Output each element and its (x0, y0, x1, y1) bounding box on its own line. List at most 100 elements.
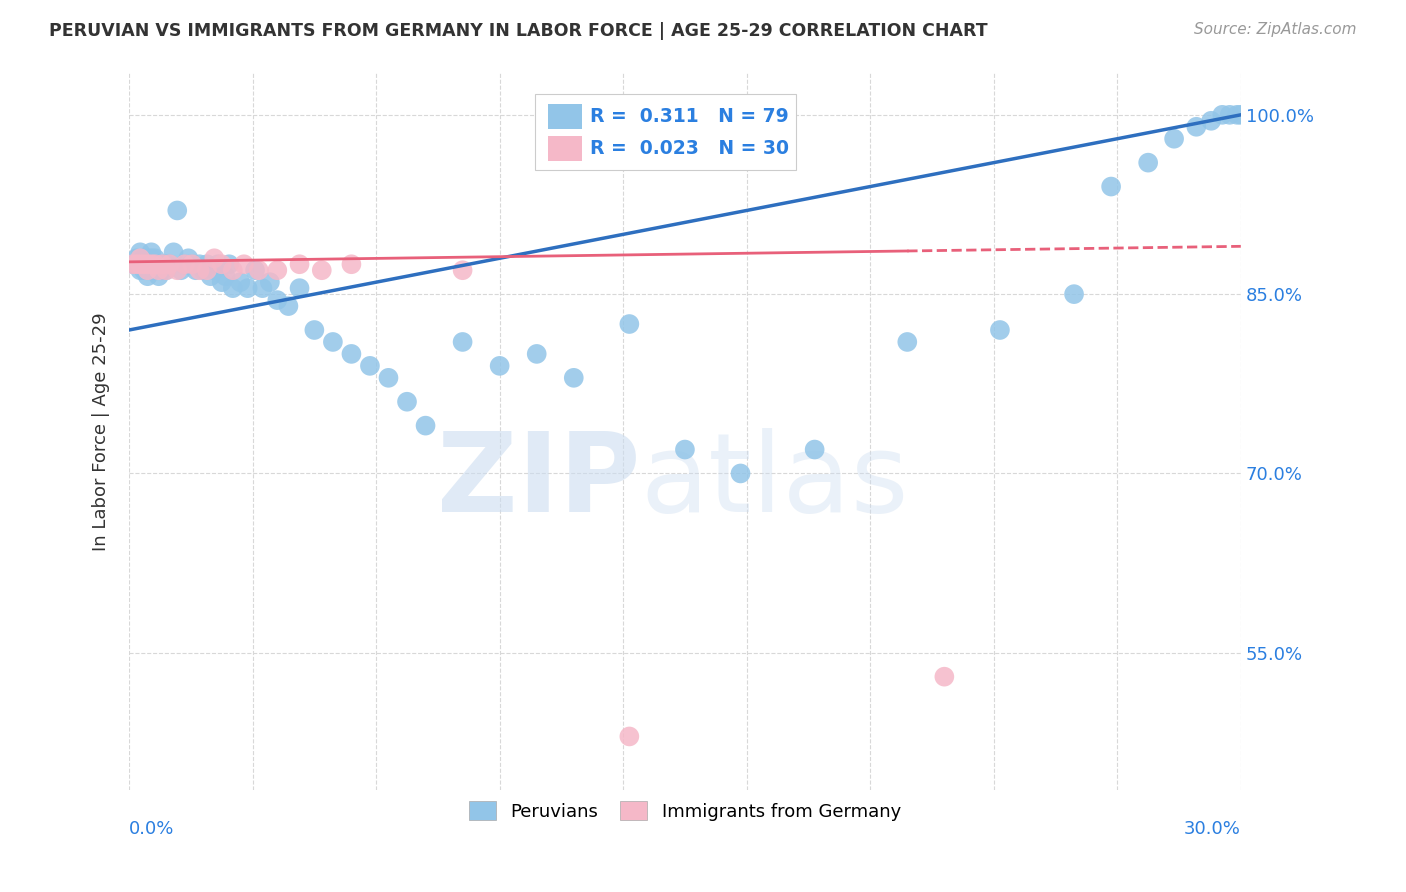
Point (1063, 287, 1085, 301)
Point (132, 257, 155, 271)
Point (170, 263, 193, 277)
Point (181, 257, 204, 271)
Point (803, 442, 825, 457)
Point (121, 257, 143, 271)
Point (143, 252, 166, 266)
Point (200, 269, 222, 284)
Text: ZIP: ZIP (437, 428, 641, 535)
Point (451, 263, 474, 277)
Point (159, 257, 181, 271)
Text: Source: ZipAtlas.com: Source: ZipAtlas.com (1194, 22, 1357, 37)
Point (121, 257, 143, 271)
Point (1219, 108, 1241, 122)
Point (162, 245, 184, 260)
Point (136, 252, 159, 266)
FancyBboxPatch shape (534, 95, 796, 169)
Text: R =  0.023   N = 30: R = 0.023 N = 30 (591, 139, 789, 158)
Point (148, 263, 170, 277)
Point (214, 269, 236, 284)
Point (266, 293, 288, 307)
Point (730, 467, 752, 481)
Point (141, 263, 163, 277)
Text: R =  0.311   N = 79: R = 0.311 N = 79 (591, 106, 789, 126)
Point (136, 257, 159, 271)
Y-axis label: In Labor Force | Age 25-29: In Labor Force | Age 25-29 (93, 312, 110, 551)
Point (132, 257, 155, 271)
Point (988, 323, 1011, 337)
Point (619, 317, 641, 331)
Point (132, 263, 155, 277)
Point (1199, 113, 1222, 128)
Point (195, 257, 218, 271)
Point (155, 257, 177, 271)
Point (211, 275, 233, 289)
Point (451, 334, 474, 349)
Point (166, 263, 188, 277)
Point (288, 257, 311, 271)
Point (673, 442, 696, 457)
Point (125, 252, 148, 266)
Point (266, 263, 288, 277)
Point (322, 334, 344, 349)
Point (148, 269, 170, 284)
FancyBboxPatch shape (548, 136, 582, 161)
Point (277, 299, 299, 313)
Point (143, 257, 166, 271)
Point (252, 281, 274, 295)
Point (233, 257, 256, 271)
Point (415, 418, 437, 433)
Point (1230, 108, 1253, 122)
Point (395, 394, 418, 409)
Point (288, 281, 311, 295)
Point (143, 257, 166, 271)
Point (136, 263, 159, 277)
Point (136, 257, 159, 271)
Point (896, 334, 918, 349)
Point (136, 263, 159, 277)
Point (141, 257, 163, 271)
Point (129, 257, 152, 271)
Text: 0.0%: 0.0% (129, 820, 174, 838)
Point (488, 359, 510, 373)
Point (236, 281, 259, 295)
Point (129, 257, 152, 271)
Point (304, 323, 326, 337)
Point (211, 257, 233, 271)
Text: atlas: atlas (641, 428, 908, 535)
Point (188, 257, 211, 271)
Point (1226, 108, 1249, 122)
Point (152, 257, 174, 271)
Point (207, 257, 229, 271)
FancyBboxPatch shape (548, 103, 582, 129)
Point (141, 252, 163, 266)
Point (143, 263, 166, 277)
Point (136, 269, 159, 284)
Point (340, 257, 363, 271)
Text: PERUVIAN VS IMMIGRANTS FROM GERMANY IN LABOR FORCE | AGE 25-29 CORRELATION CHART: PERUVIAN VS IMMIGRANTS FROM GERMANY IN L… (49, 22, 988, 40)
Point (311, 263, 333, 277)
Point (155, 263, 177, 277)
Point (222, 263, 245, 277)
Point (222, 281, 245, 295)
Point (159, 257, 181, 271)
Point (202, 263, 225, 277)
Point (155, 263, 177, 277)
Point (1099, 179, 1122, 194)
Point (132, 252, 155, 266)
Point (377, 371, 399, 385)
Point (141, 245, 163, 260)
Point (152, 257, 174, 271)
Point (152, 263, 174, 277)
Point (619, 730, 641, 744)
Point (1163, 132, 1185, 146)
Point (184, 263, 207, 277)
Point (193, 263, 215, 277)
Point (173, 257, 195, 271)
Legend: Peruvians, Immigrants from Germany: Peruvians, Immigrants from Germany (461, 794, 908, 828)
Point (934, 670, 956, 684)
Point (129, 245, 152, 260)
Point (218, 257, 240, 271)
Point (166, 203, 188, 218)
Point (229, 275, 252, 289)
Point (243, 263, 266, 277)
